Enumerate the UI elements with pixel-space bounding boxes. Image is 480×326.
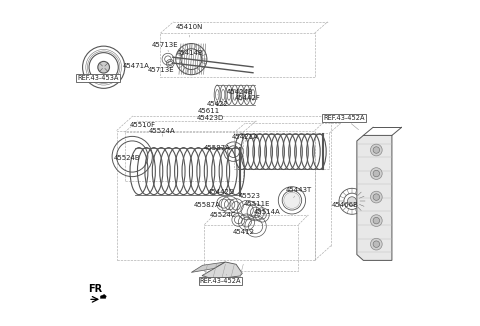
Text: 45414B: 45414B [176, 50, 203, 59]
Circle shape [284, 192, 300, 208]
Circle shape [373, 241, 380, 247]
Ellipse shape [216, 89, 219, 100]
Polygon shape [100, 294, 106, 298]
Text: REF.43-452A: REF.43-452A [323, 114, 365, 130]
Circle shape [371, 144, 382, 156]
Text: 45524C: 45524C [210, 212, 237, 218]
Text: 45412: 45412 [232, 229, 254, 235]
Polygon shape [202, 262, 242, 279]
Ellipse shape [220, 85, 226, 105]
Text: 45424B: 45424B [227, 89, 253, 98]
Ellipse shape [250, 85, 256, 105]
Text: 45611: 45611 [198, 103, 220, 114]
Text: 45442F: 45442F [235, 95, 261, 102]
Polygon shape [357, 135, 392, 260]
Polygon shape [192, 262, 226, 273]
Ellipse shape [214, 85, 220, 105]
Circle shape [373, 147, 380, 153]
Circle shape [371, 191, 382, 203]
Text: 45421A: 45421A [232, 134, 259, 142]
Text: 45713E: 45713E [148, 67, 175, 73]
Ellipse shape [233, 89, 237, 100]
Ellipse shape [232, 85, 238, 105]
Circle shape [371, 238, 382, 250]
Text: 45514A: 45514A [253, 209, 280, 215]
Text: 45466B: 45466B [332, 202, 359, 208]
Ellipse shape [226, 85, 232, 105]
Ellipse shape [239, 89, 243, 100]
Circle shape [373, 194, 380, 200]
Text: 45511E: 45511E [244, 200, 270, 209]
Text: 45713E: 45713E [152, 41, 179, 52]
Text: 45422: 45422 [206, 94, 228, 107]
Text: REF.43-453A: REF.43-453A [77, 75, 119, 81]
Ellipse shape [251, 89, 255, 100]
Circle shape [371, 215, 382, 227]
Text: 45524B: 45524B [114, 155, 141, 161]
Text: 45471A: 45471A [123, 63, 150, 68]
Text: 45423D: 45423D [197, 111, 225, 121]
Text: 45587A: 45587A [193, 202, 220, 208]
Text: 45442D: 45442D [208, 189, 235, 195]
Text: 45587A: 45587A [204, 145, 231, 151]
Text: REF.43-452A: REF.43-452A [200, 274, 241, 285]
Circle shape [371, 168, 382, 179]
Ellipse shape [227, 89, 231, 100]
Circle shape [373, 170, 380, 177]
Ellipse shape [221, 89, 225, 100]
Circle shape [348, 197, 357, 206]
Text: 45443T: 45443T [285, 187, 312, 198]
Text: 45523: 45523 [239, 193, 261, 202]
Text: 45524A: 45524A [149, 128, 175, 136]
Ellipse shape [238, 85, 244, 105]
Ellipse shape [244, 85, 250, 105]
Text: 45410N: 45410N [176, 24, 204, 37]
Circle shape [373, 217, 380, 224]
Circle shape [98, 61, 109, 73]
Text: FR: FR [88, 285, 102, 294]
Text: 45510F: 45510F [130, 122, 156, 128]
Ellipse shape [245, 89, 249, 100]
